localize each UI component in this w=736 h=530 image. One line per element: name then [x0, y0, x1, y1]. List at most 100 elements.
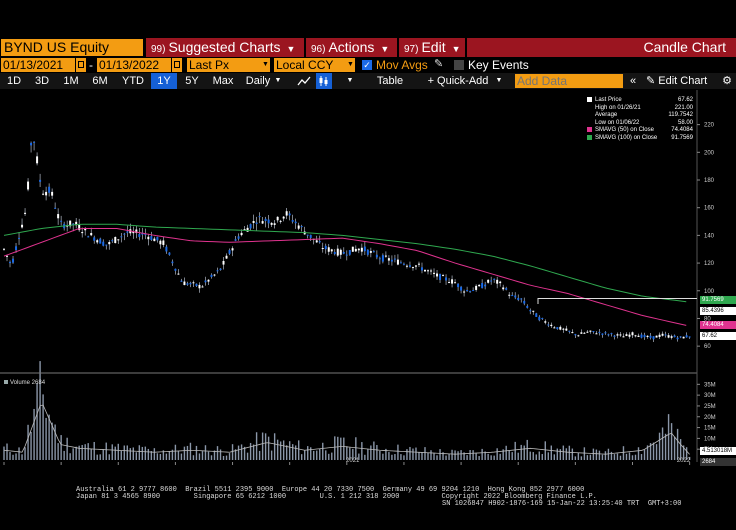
gear-icon[interactable]: ⚙	[722, 75, 732, 87]
volume-bar	[463, 452, 465, 460]
caret-down-icon[interactable]: ▼	[274, 77, 282, 84]
candle-body	[57, 214, 60, 219]
candle-body	[505, 288, 508, 290]
line-chart-icon[interactable]	[296, 73, 312, 89]
price-tick-label: 160	[704, 206, 715, 212]
caret-down-icon[interactable]: ▼	[261, 58, 270, 72]
volume-bar	[168, 451, 171, 460]
start-date-field[interactable]: 01/13/2021	[1, 58, 75, 72]
candle-body	[532, 310, 535, 312]
collapse-icon[interactable]: «	[629, 75, 637, 87]
candle-body	[294, 221, 297, 224]
volume-bar	[499, 453, 501, 460]
volume-bar	[334, 436, 336, 460]
caret-down-icon[interactable]: ▼	[346, 58, 355, 72]
candle-chart-icon[interactable]	[316, 73, 332, 89]
suggested-charts-button[interactable]: 99) Suggested Charts ▼	[146, 38, 304, 57]
volume-bar	[361, 442, 363, 460]
volume-bar	[355, 437, 357, 460]
volume-bar	[120, 450, 122, 460]
volume-bar	[442, 452, 444, 460]
candle-body	[631, 332, 634, 336]
candle-body	[559, 326, 562, 330]
mov-avgs-label[interactable]: Mov Avgs	[376, 58, 428, 72]
candle-body	[219, 268, 222, 271]
candle-body	[393, 258, 396, 260]
volume-bar	[174, 444, 177, 460]
quick-add-button[interactable]: + Quick-Add	[427, 75, 489, 87]
candle-body	[267, 219, 270, 224]
candle-body	[48, 186, 51, 193]
legend-row: SMAVG (50) on Close 74.4084	[587, 127, 695, 134]
table-button[interactable]: Table	[376, 75, 404, 87]
edit-button[interactable]: 97) Edit ▼	[399, 38, 465, 57]
volume-bar	[478, 456, 480, 460]
candle-body	[231, 248, 234, 251]
volume-bar	[135, 452, 138, 460]
calendar-icon[interactable]	[76, 58, 86, 72]
candle-body	[18, 237, 21, 239]
period-1m[interactable]: 1M	[63, 75, 79, 87]
volume-bar	[252, 444, 255, 460]
caret-down-icon[interactable]: ▼	[346, 77, 354, 84]
volume-bar	[57, 443, 59, 460]
period-ytd[interactable]: YTD	[122, 75, 144, 87]
candle-body	[324, 245, 327, 250]
volume-bars	[3, 361, 691, 460]
pencil-icon[interactable]: ✎	[434, 58, 444, 70]
candle-body	[3, 248, 5, 250]
period-max[interactable]: Max	[212, 75, 234, 87]
candle-body	[207, 279, 210, 282]
volume-bar	[99, 454, 101, 460]
calendar-icon[interactable]	[172, 58, 182, 72]
candle-body	[309, 234, 312, 238]
candle-body	[384, 255, 387, 257]
candle-body	[24, 212, 27, 214]
candle-body	[72, 223, 75, 225]
volume-bar	[364, 454, 366, 460]
volume-bar	[240, 444, 243, 460]
key-events-checkbox[interactable]	[454, 60, 464, 70]
period-6m[interactable]: 6M	[92, 75, 108, 87]
candle-body	[430, 270, 433, 272]
candle-body	[423, 269, 426, 272]
volume-bar	[601, 454, 604, 460]
candle-body	[192, 282, 195, 284]
candle-body	[147, 236, 150, 240]
mov-avgs-checkbox[interactable]: ✓	[362, 60, 372, 70]
actions-button[interactable]: 96) Actions ▼	[306, 38, 397, 57]
time-axis-ticks: JanFebMarAprMayJunJulAugSepOctNovDecJan2…	[3, 458, 691, 465]
candle-body	[159, 240, 162, 245]
add-data-input[interactable]	[515, 74, 623, 88]
candle-body	[610, 333, 613, 335]
edit-chart-button[interactable]: ✎ Edit Chart	[646, 75, 708, 87]
candle-body	[682, 336, 685, 339]
candle-body	[685, 335, 688, 338]
key-events-label[interactable]: Key Events	[468, 58, 529, 72]
volume-bar	[243, 446, 246, 460]
candle-body	[604, 332, 607, 334]
candle-body	[108, 242, 111, 245]
volume-avg-label: 4.513018M	[700, 447, 736, 455]
period-1y[interactable]: 1Y	[151, 73, 177, 89]
ticker-input[interactable]: BYND US Equity	[1, 39, 143, 56]
end-date-field[interactable]: 01/13/2022	[97, 58, 171, 72]
candle-body	[315, 240, 318, 243]
currency-select[interactable]: Local CCY	[274, 58, 346, 72]
candle-body	[27, 181, 30, 190]
candle-body	[381, 255, 384, 262]
volume-bar	[397, 444, 399, 460]
period-5y[interactable]: 5Y	[185, 75, 199, 87]
candle-body	[240, 232, 243, 236]
candle-body	[189, 282, 192, 285]
field-select[interactable]: Last Px	[187, 58, 269, 72]
volume-average-line	[3, 404, 690, 455]
frequency-select[interactable]: Daily	[245, 75, 271, 87]
period-3d[interactable]: 3D	[34, 75, 50, 87]
candle-body	[282, 216, 285, 219]
period-1d[interactable]: 1D	[6, 75, 22, 87]
volume-bar	[123, 445, 125, 460]
candle-body	[135, 229, 138, 234]
caret-down-icon[interactable]: ▼	[495, 77, 503, 84]
